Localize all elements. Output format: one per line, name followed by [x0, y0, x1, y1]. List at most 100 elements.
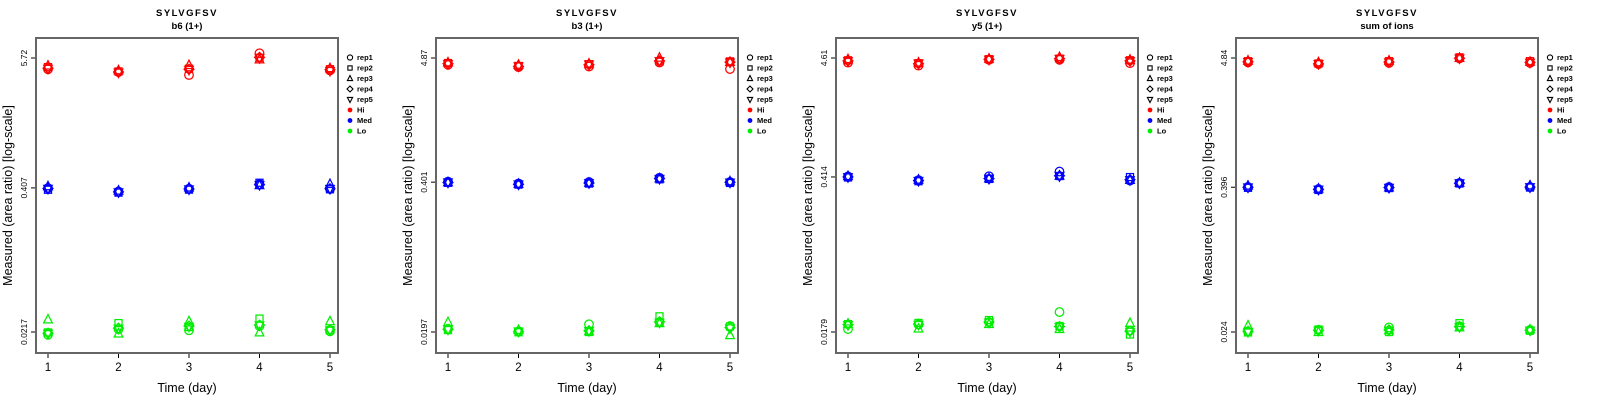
legend-hi-label: Hi — [357, 106, 365, 115]
legend-hi-label: Hi — [1557, 106, 1565, 115]
legend-med-dot — [347, 118, 353, 123]
y-axis-label: Measured (area ratio) [log-scale] — [1201, 105, 1215, 286]
x-tick-label: 2 — [515, 362, 521, 374]
point-hi-rep5-day5 — [724, 58, 736, 69]
point-med-rep3-day4 — [1454, 176, 1465, 187]
panel-4-sum-of-ions: SYLVGFSV sum of ions Measured (area ratio)… — [1200, 0, 1600, 400]
point-lo-rep5-day1 — [842, 321, 854, 332]
x-tick-label: 3 — [986, 362, 992, 374]
point-med-rep3-day5 — [324, 177, 336, 189]
point-lo-rep5-day5 — [1124, 327, 1136, 339]
point-med-rep5-day3 — [983, 174, 995, 186]
legend-rep2-symbol — [1147, 65, 1153, 71]
data-points-group — [1242, 51, 1536, 339]
x-tick-label: 1 — [845, 362, 851, 374]
legend-rep4-symbol — [1146, 85, 1154, 93]
point-med-rep3-day3 — [583, 176, 595, 187]
x-tick-label: 3 — [186, 362, 192, 374]
x-axis-label: Time (day) — [957, 381, 1016, 395]
point-lo-rep5-day3 — [983, 318, 995, 329]
plot-frame — [35, 37, 339, 354]
x-tick-label: 3 — [586, 362, 592, 374]
y-tick-label: 0.401 — [419, 171, 429, 193]
legend-rep3-symbol — [346, 74, 354, 82]
point-hi-rep5-day5 — [1524, 58, 1536, 70]
point-lo-rep5-day3 — [1383, 326, 1395, 337]
x-axis-label: Time (day) — [557, 381, 616, 395]
legend-med-label: Med — [357, 116, 372, 125]
legend-med-dot — [1547, 118, 1553, 123]
point-med-rep3-day1 — [842, 169, 854, 181]
legend-hi-label: Hi — [1157, 106, 1165, 115]
legend-hi-dot — [1147, 107, 1153, 113]
point-hi-rep5-day3 — [983, 55, 995, 66]
point-hi-rep5-day1 — [42, 64, 54, 76]
point-med-rep5-day4 — [1054, 172, 1065, 183]
point-lo-rep5-day5 — [724, 324, 736, 335]
point-lo-rep1-day4 — [1054, 307, 1065, 318]
legend-lo-label: Lo — [1157, 127, 1167, 136]
legend-rep1-symbol — [1546, 54, 1554, 61]
legend-rep3-symbol — [1146, 74, 1154, 82]
point-lo-rep5-day1 — [442, 325, 454, 336]
y-tick-label: 0.024 — [1219, 321, 1229, 343]
legend-rep5-symbol — [346, 96, 354, 104]
point-lo-rep3-day3 — [183, 314, 195, 326]
point-hi-rep5-day4 — [1454, 54, 1465, 65]
point-lo-rep3-day5 — [1524, 323, 1536, 334]
point-med-rep5-day2 — [513, 180, 524, 191]
x-tick-label: 4 — [656, 362, 663, 374]
point-hi-rep3-day5 — [1524, 55, 1536, 66]
legend-rep4-label: rep4 — [1557, 85, 1574, 94]
legend-lo-dot — [347, 128, 353, 134]
x-tick-label: 2 — [915, 362, 921, 374]
legend-rep5-label: rep5 — [757, 95, 773, 104]
legend-rep1-symbol — [346, 54, 354, 61]
point-med-rep5-day2 — [113, 188, 124, 199]
point-lo-rep1-day1 — [843, 324, 853, 334]
panel-svg: SYLVGFSV y5 (1+) Measured (area ratio) [lo… — [801, 8, 1174, 395]
x-tick-label: 5 — [727, 362, 733, 374]
point-med-rep5-day4 — [1454, 179, 1465, 190]
legend-rep3-label: rep3 — [1557, 74, 1573, 83]
legend-lo-label: Lo — [1557, 127, 1567, 136]
panel-svg: SYLVGFSV sum of ions Measured (area ratio)… — [1201, 8, 1574, 395]
legend-rep4-symbol — [1546, 85, 1554, 93]
legend-rep4-label: rep4 — [757, 85, 774, 94]
point-med-rep3-day3 — [983, 172, 995, 183]
point-lo-rep3-day1 — [42, 313, 54, 324]
point-hi-rep5-day2 — [113, 68, 124, 79]
point-lo-rep5-day1 — [42, 329, 54, 340]
point-hi-rep5-day5 — [1124, 57, 1136, 68]
y-tick-label: 4.61 — [819, 49, 829, 66]
legend-med-label: Med — [1557, 116, 1572, 125]
legend-rep2-symbol — [1547, 65, 1553, 71]
point-lo-rep3-day5 — [724, 328, 736, 340]
point-hi-rep5-day2 — [513, 62, 524, 73]
point-lo-rep5-day2 — [913, 320, 924, 332]
point-lo-rep1-day3 — [184, 325, 194, 336]
point-lo-rep3-day2 — [113, 327, 124, 338]
point-hi-rep3-day3 — [583, 57, 595, 68]
x-axis-label: Time (day) — [1357, 381, 1416, 395]
panel-2-b3-1-: SYLVGFSV b3 (1+) Measured (area ratio) [lo… — [400, 0, 800, 400]
legend-rep4-symbol — [346, 85, 354, 93]
point-hi-rep5-day2 — [913, 59, 924, 70]
legend-rep5-label: rep5 — [1557, 95, 1573, 104]
legend-rep2-label: rep2 — [357, 64, 373, 73]
point-hi-rep5-day3 — [583, 60, 595, 71]
point-med-rep5-day1 — [42, 184, 54, 196]
point-lo-rep3-day4 — [254, 326, 265, 337]
legend-rep5-symbol — [1546, 96, 1554, 104]
legend-rep5-label: rep5 — [1157, 95, 1173, 104]
point-hi-rep1-day5 — [725, 64, 735, 74]
legend-rep3-label: rep3 — [1157, 74, 1173, 83]
x-tick-label: 4 — [1456, 362, 1463, 374]
point-med-rep3-day2 — [513, 177, 524, 188]
point-med-rep5-day3 — [583, 179, 595, 190]
point-hi-rep3-day1 — [442, 56, 454, 67]
point-lo-rep3-day1 — [842, 317, 854, 328]
legend-rep2-label: rep2 — [1157, 64, 1173, 73]
legend-med-dot — [747, 118, 753, 123]
